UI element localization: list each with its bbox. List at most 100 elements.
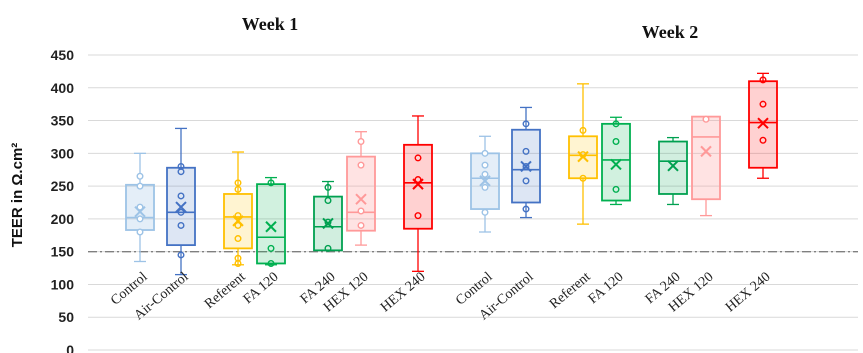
data-point <box>324 218 332 226</box>
week-title: Week 1 <box>242 14 299 34</box>
data-point <box>481 149 489 157</box>
data-point <box>357 221 365 229</box>
data-point <box>234 235 242 243</box>
data-point <box>234 254 242 262</box>
box-1-4 <box>313 180 343 252</box>
y-tick-label: 400 <box>51 80 75 96</box>
data-point <box>481 183 489 191</box>
boxes-layer <box>125 72 778 276</box>
mean-marker <box>175 201 187 213</box>
box-iqr <box>658 140 688 195</box>
mean-marker <box>577 150 589 163</box>
x-tick-label: HEX 240 <box>378 270 428 316</box>
box-1-6 <box>403 115 433 272</box>
mean-marker <box>667 160 679 172</box>
data-point <box>579 174 587 182</box>
x-tick-label: Referent <box>547 270 594 313</box>
data-point <box>324 197 332 205</box>
mean-marker <box>355 193 367 205</box>
x-tick-label: Referent <box>202 270 249 313</box>
mean-marker <box>322 217 334 230</box>
mean-marker <box>479 175 491 187</box>
y-tick-label: 300 <box>51 145 75 161</box>
data-point <box>481 208 489 216</box>
y-tick-label: 350 <box>51 113 75 129</box>
data-point <box>612 138 620 146</box>
data-point <box>136 203 144 211</box>
data-point <box>177 192 185 200</box>
data-point <box>267 244 275 252</box>
data-point <box>177 251 185 259</box>
y-axis-title: TEER in Ω.cm² <box>9 143 26 248</box>
data-point <box>759 76 767 84</box>
data-point <box>357 161 365 169</box>
mean-marker <box>610 158 622 171</box>
data-point <box>522 120 530 128</box>
data-point <box>414 212 422 220</box>
data-point <box>234 185 242 193</box>
data-point <box>234 179 242 187</box>
box-iqr <box>511 128 541 204</box>
y-tick-label: 100 <box>51 276 75 292</box>
data-point <box>522 205 530 213</box>
box-iqr <box>403 143 433 230</box>
week-title: Week 2 <box>642 22 699 42</box>
box-2-4 <box>658 136 688 206</box>
data-point <box>234 221 242 229</box>
box-1-0 <box>125 152 155 263</box>
box-iqr <box>346 155 376 232</box>
data-point <box>481 161 489 169</box>
data-point <box>612 185 620 193</box>
data-point <box>414 154 422 162</box>
mean-marker <box>412 178 424 190</box>
data-point <box>136 228 144 236</box>
grid-layer: 0 50 100 150 200 250 300 350 400 450 <box>51 47 858 353</box>
box-2-0 <box>470 135 500 233</box>
box-2-5 <box>691 115 721 217</box>
mean-marker <box>520 160 532 173</box>
data-point <box>759 100 767 108</box>
mean-marker <box>700 145 712 158</box>
box-2-1 <box>511 106 541 219</box>
data-point <box>759 136 767 144</box>
data-point <box>136 215 144 223</box>
box-1-3 <box>256 176 286 267</box>
data-point <box>136 182 144 190</box>
x-tick-label: FA 120 <box>586 270 627 308</box>
data-point <box>177 208 185 216</box>
box-iqr <box>256 183 286 265</box>
data-point <box>522 162 530 170</box>
data-point <box>267 259 275 267</box>
x-tick-label: HEX 240 <box>723 270 773 316</box>
box-iqr <box>601 122 631 202</box>
data-point <box>612 120 620 128</box>
box-2-3 <box>601 116 631 206</box>
data-point <box>177 221 185 229</box>
data-point <box>234 212 242 220</box>
data-point <box>522 147 530 155</box>
data-point <box>702 115 710 123</box>
data-point <box>522 177 530 185</box>
data-point <box>267 179 275 187</box>
x-tick-label: FA 120 <box>241 270 282 308</box>
data-point <box>324 244 332 252</box>
data-point <box>357 207 365 215</box>
box-2-6 <box>748 72 778 179</box>
data-point <box>177 162 185 170</box>
mean-marker <box>232 215 244 227</box>
box-1-2 <box>223 151 253 267</box>
box-1-5 <box>346 131 376 246</box>
box-2-2 <box>568 83 598 225</box>
y-tick-label: 200 <box>51 211 75 227</box>
y-tick-label: 150 <box>51 244 75 260</box>
data-point <box>136 172 144 180</box>
box-iqr <box>313 195 343 252</box>
data-point <box>324 183 332 191</box>
box-iqr <box>691 115 721 201</box>
y-tick-label: 250 <box>51 178 75 194</box>
y-tick-label: 0 <box>66 342 74 353</box>
data-point <box>357 138 365 146</box>
mean-marker <box>757 117 769 129</box>
mean-marker <box>265 221 277 233</box>
